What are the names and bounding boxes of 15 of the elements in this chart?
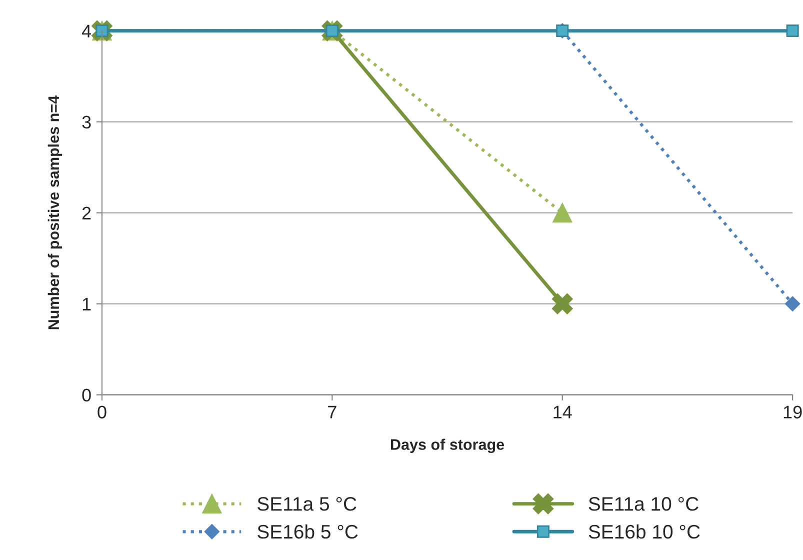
x-tick-label: 7	[328, 406, 336, 418]
x-tick-label: 14	[554, 406, 572, 418]
legend-label: SE16b 5 °C	[258, 524, 358, 539]
y-axis-title: Number of positive samples n=4	[48, 96, 62, 330]
y-tick-label: 3	[82, 116, 91, 129]
y-tick-label: 4	[82, 24, 92, 38]
y-tick-label: 2	[82, 206, 91, 220]
legend-label: SE11a 10 °C	[588, 497, 698, 511]
legend-label: SE16b 10 °C	[588, 524, 700, 539]
x-tick-label: 19	[784, 406, 802, 418]
x-tick-label: 0	[98, 406, 106, 418]
y-tick-label: 0	[82, 388, 91, 402]
x-axis-title: Days of storage	[390, 438, 504, 454]
y-tick-label: 1	[82, 298, 91, 310]
legend-label: SE11a 5 °C	[258, 497, 356, 511]
